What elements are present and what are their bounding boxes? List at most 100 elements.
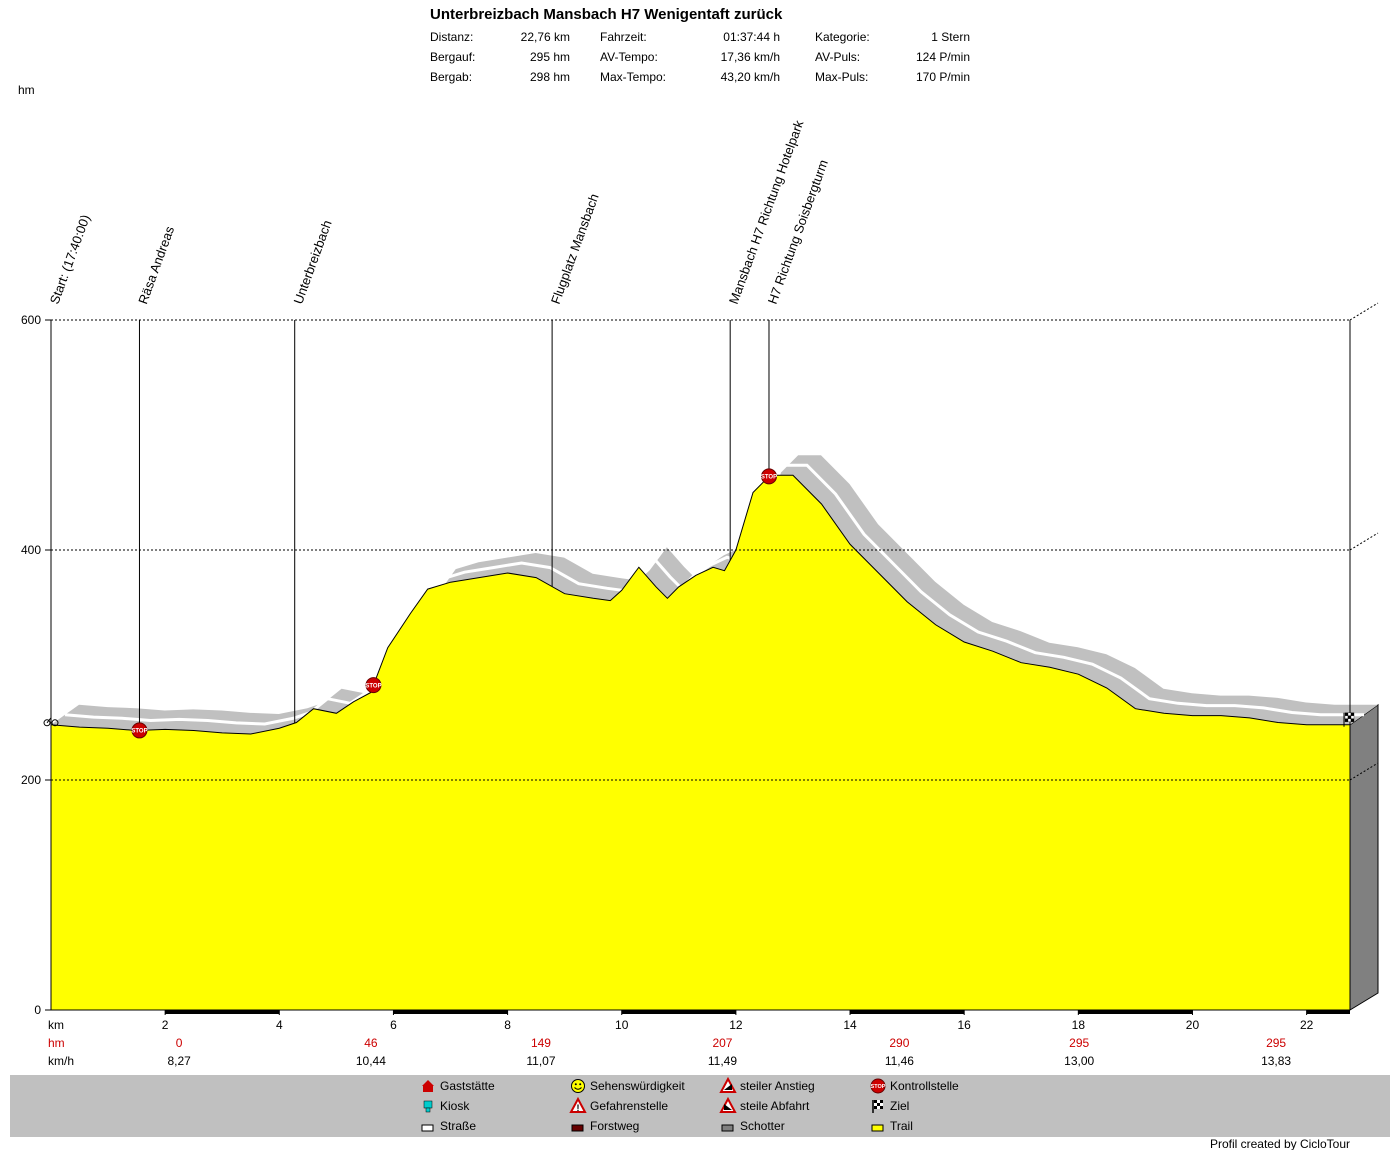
stat-label: Fahrzeit: <box>600 30 647 44</box>
segment-kmh-value: 11,46 <box>885 1054 914 1068</box>
stat-label: Distanz: <box>430 30 473 44</box>
km-scale-segment <box>393 1010 508 1014</box>
stop-icon: STOP <box>365 677 382 694</box>
kiosk-icon <box>423 1100 433 1113</box>
warning-icon: ! <box>569 1096 587 1113</box>
x-axis: 2 4 6 8 10 12 14 16 18 20 22 <box>162 1010 1350 1032</box>
credit-text: Profil created by CicloTour <box>1210 1137 1350 1150</box>
y-tick-label: 0 <box>34 1003 41 1017</box>
stat-value: 17,36 km/h <box>721 50 780 64</box>
waypoint-label: Räsa Andreas <box>135 224 177 306</box>
segment-kmh-value: 8,27 <box>167 1054 191 1068</box>
segment-kmh-value: 11,07 <box>526 1054 555 1068</box>
gravel-swatch-icon <box>721 1124 734 1132</box>
y-tick-label: 600 <box>21 313 41 327</box>
gridline-3d <box>1349 762 1379 781</box>
trail-swatch-icon <box>871 1124 884 1132</box>
segment-values: 0 46 149 207 290 295 295 8,27 10,44 11,07 11,49 11,… <box>167 1036 1291 1068</box>
segment-kmh-value: 10,44 <box>356 1054 386 1068</box>
legend-label: steiler Anstieg <box>740 1079 815 1093</box>
profile-side-panel <box>1349 703 1379 1011</box>
segment-hm-value: 295 <box>1266 1036 1286 1050</box>
elevation-area <box>51 475 1350 1010</box>
x-axis-label: km <box>48 1018 64 1032</box>
checkered-flag-icon <box>872 1100 883 1113</box>
segment-hm-value: 295 <box>1069 1036 1089 1050</box>
x-tick-label: 10 <box>615 1018 629 1032</box>
y-axis: 0 200 400 600 <box>21 302 1379 1017</box>
gridline-3d <box>1349 302 1379 321</box>
segment-hm-value: 149 <box>531 1036 551 1050</box>
segment-hm-value: 46 <box>364 1036 378 1050</box>
stat-label: AV-Puls: <box>815 50 860 64</box>
legend-label: Kontrollstelle <box>890 1079 959 1093</box>
house-icon <box>422 1080 434 1092</box>
stop-icon: STOP <box>870 1078 886 1094</box>
legend-label: Straße <box>440 1119 476 1133</box>
legend-label: Gaststätte <box>440 1079 495 1093</box>
segment-hm-value: 207 <box>712 1036 732 1050</box>
stat-label: Kategorie: <box>815 30 870 44</box>
stat-value: 124 P/min <box>916 50 970 64</box>
checkered-flag-icon <box>1343 712 1355 727</box>
legend-label: Schotter <box>740 1119 785 1133</box>
svg-text:STOP: STOP <box>871 1084 886 1090</box>
steep-climb-icon <box>719 1076 737 1093</box>
stat-value: 22,76 km <box>521 30 570 44</box>
segment-hm-label: hm <box>48 1036 65 1050</box>
y-axis-label: hm <box>18 83 35 97</box>
waypoint-label: Unterbreizbach <box>290 218 334 306</box>
waypoint-label: Flugplatz Mansbach <box>548 192 602 306</box>
stat-value: 170 P/min <box>916 70 970 84</box>
segment-hm-value: 0 <box>176 1036 183 1050</box>
forest-road-swatch-icon <box>571 1124 584 1132</box>
km-scale-segment <box>850 1010 965 1014</box>
plot-area <box>50 320 1379 1011</box>
x-tick-label: 2 <box>162 1018 169 1032</box>
segment-kmh-label: km/h <box>48 1054 74 1068</box>
legend-box <box>10 1075 1390 1137</box>
legend: Gaststätte Kiosk Straße Sehenswürdigkeit! Ge… <box>421 1076 959 1133</box>
gridline-3d <box>1349 532 1379 551</box>
stat-label: Max-Tempo: <box>600 70 666 84</box>
stat-value: 1 Stern <box>931 30 970 44</box>
legend-label: Sehenswürdigkeit <box>590 1079 685 1093</box>
road-swatch-icon <box>421 1124 434 1132</box>
y-tick-label: 400 <box>21 543 41 557</box>
stats-block: Distanz: 22,76 km Bergauf: 295 hm Bergab: 298… <box>430 30 970 84</box>
x-tick-label: 14 <box>843 1018 857 1032</box>
stat-value: 298 hm <box>530 70 570 84</box>
stat-value: 01:37:44 h <box>723 30 780 44</box>
km-scale-segment <box>1306 1010 1350 1014</box>
stat-value: 43,20 km/h <box>721 70 780 84</box>
elevation-line <box>50 474 1350 735</box>
x-tick-label: 22 <box>1300 1018 1314 1032</box>
smiley-icon <box>571 1079 585 1093</box>
marker-icons: STOP STOP STOP <box>43 468 1355 739</box>
x-tick-label: 6 <box>390 1018 397 1032</box>
svg-text:STOP: STOP <box>761 475 777 481</box>
segment-kmh-value: 13,83 <box>1261 1054 1291 1068</box>
km-scale-segment <box>165 1010 280 1014</box>
stat-label: Max-Puls: <box>815 70 868 84</box>
segment-kmh-value: 11,49 <box>708 1054 737 1068</box>
legend-label: Ziel <box>890 1099 909 1113</box>
x-tick-label: 4 <box>276 1018 283 1032</box>
y-tick-label: 200 <box>21 773 41 787</box>
svg-text:STOP: STOP <box>131 729 147 735</box>
svg-text:STOP: STOP <box>365 683 381 689</box>
legend-label: Trail <box>890 1119 913 1133</box>
stat-label: Bergauf: <box>430 50 475 64</box>
segment-kmh-value: 13,00 <box>1064 1054 1094 1068</box>
x-tick-label: 18 <box>1072 1018 1086 1032</box>
legend-label: Forstweg <box>590 1119 639 1133</box>
waypoint-label: Start: (17:40:00) <box>47 213 93 306</box>
x-tick-label: 20 <box>1186 1018 1200 1032</box>
legend-label: steile Abfahrt <box>740 1099 810 1113</box>
stat-label: AV-Tempo: <box>600 50 658 64</box>
legend-label: Kiosk <box>440 1099 470 1113</box>
stop-icon: STOP <box>131 722 148 739</box>
svg-text:!: ! <box>577 1103 580 1113</box>
x-tick-label: 16 <box>958 1018 972 1032</box>
